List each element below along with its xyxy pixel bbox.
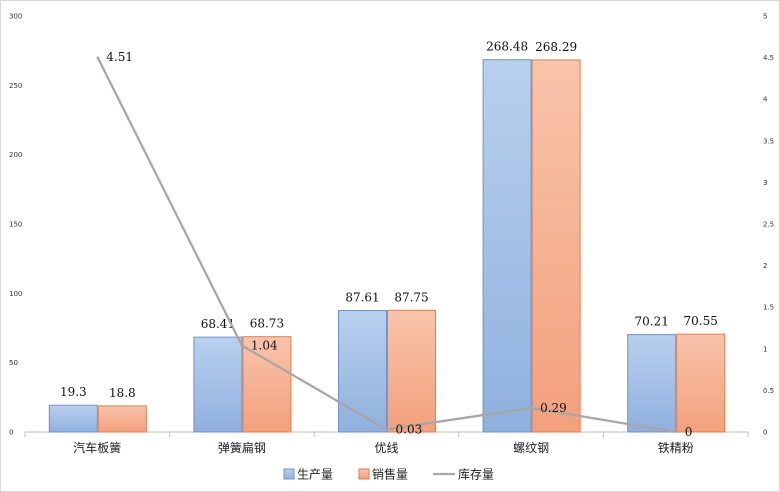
y-right-tick-label: 0.5 [763,387,774,395]
y-left-tick-label: 50 [9,359,18,367]
y-right-tick-label: 3.5 [763,137,774,145]
bar-sales [387,309,436,433]
line-data-label: 0.29 [540,401,567,415]
y-right-tick-label: 2 [763,262,767,270]
y-right-tick-label: 1 [763,345,767,353]
x-category-label: 铁精粉 [658,441,694,455]
x-category-label: 弹簧扁钢 [218,440,266,455]
y-right-tick-label: 3 [763,179,767,187]
bar-production [627,334,677,433]
bar-data-label: 70.55 [684,314,718,328]
legend-label: 库存量 [458,467,494,482]
bar-sales [676,333,726,433]
y-right-tick-label: 5 [763,13,767,21]
x-category-label: 汽车板簧 [73,440,121,455]
y-left-tick-label: 100 [9,290,22,298]
bar-data-label: 68.73 [250,317,284,331]
y-left-tick-label: 0 [9,429,13,437]
bar-production [193,336,243,433]
line-inventory [96,56,676,434]
x-category-label: 螺纹钢 [513,441,549,455]
legend-label: 销售量 [372,467,408,482]
legend-label: 生产量 [297,468,333,482]
bar-data-label: 268.48 [486,40,528,54]
y-right-tick-label: 1.5 [763,304,774,312]
bar-sales [242,336,292,433]
y-left-tick-label: 300 [9,13,22,21]
line-data-label: 1.04 [251,338,278,352]
bar-data-label: 87.61 [345,291,379,305]
line-data-label: 0 [685,425,693,439]
x-category-label: 优线 [374,441,398,455]
y-right-tick-label: 4.5 [763,54,774,62]
bar-data-label: 18.8 [109,386,136,400]
line-data-label: 4.51 [106,50,133,64]
y-right-tick-label: 4 [763,96,768,104]
y-left-tick-label: 200 [9,151,22,159]
bar-data-label: 19.3 [60,385,87,399]
bar-sales [531,59,581,433]
bar-data-label: 68.41 [201,317,235,331]
bar-production [482,59,532,433]
legend-swatch [358,468,370,480]
bar-data-label: 268.29 [535,40,577,54]
bar-production [48,404,98,433]
y-left-tick-label: 150 [9,221,22,229]
bar-data-label: 87.75 [394,290,428,304]
y-right-tick-label: 2.5 [763,221,774,229]
y-right-tick-label: 0 [763,429,767,437]
bar-production [338,310,387,433]
line-data-label: 0.03 [396,423,423,437]
y-left-tick-label: 250 [9,82,22,90]
bar-sales [97,405,147,433]
legend-swatch [283,468,295,480]
bar-data-label: 70.21 [635,315,669,329]
